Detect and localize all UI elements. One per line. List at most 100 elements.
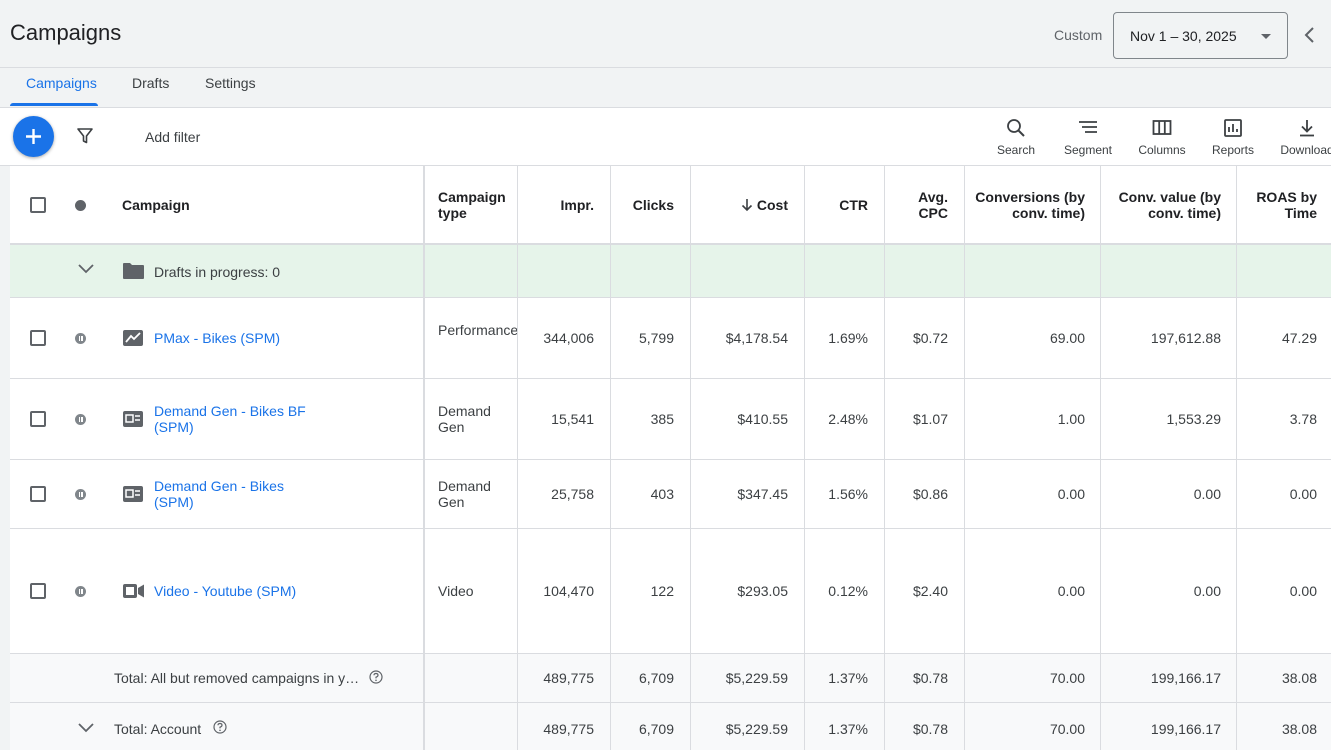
table-row: PMax - Bikes (SPM) Performance Max 344,0…: [10, 298, 1331, 379]
impr-value: 25,758: [551, 486, 594, 502]
roas-value: 0.00: [1289, 583, 1317, 599]
total-ctr: 1.37%: [828, 721, 868, 737]
table-row: Video - Youtube (SPM) Video 104,470 122 …: [10, 529, 1331, 654]
conversions-value: 1.00: [1057, 411, 1085, 427]
tab-drafts[interactable]: Drafts: [132, 75, 170, 91]
avg-cpc-value: $0.72: [912, 330, 948, 346]
filter-icon[interactable]: [76, 127, 94, 145]
column-header-impr[interactable]: Impr.: [560, 197, 594, 213]
column-divider: [690, 166, 691, 750]
column-header-campaign-type[interactable]: Campaign type: [438, 189, 506, 221]
column-header-campaign[interactable]: Campaign: [122, 197, 190, 213]
dropdown-caret-icon: [1261, 34, 1271, 39]
row-checkbox[interactable]: [30, 411, 46, 427]
video-icon: [123, 584, 144, 598]
row-checkbox[interactable]: [30, 583, 46, 599]
total-clicks: 6,709: [638, 721, 674, 737]
ctr-value: 1.69%: [828, 330, 868, 346]
total-avg-cpc: $0.78: [912, 670, 948, 686]
column-header-avg-cpc[interactable]: Avg. CPC: [918, 189, 948, 221]
cost-value: $347.45: [737, 486, 788, 502]
download-icon: [1300, 120, 1314, 137]
campaign-type: Demand Gen: [438, 403, 491, 435]
total-row-account: Total: Account 489,775 6,709 $5,229.59 1…: [10, 703, 1331, 750]
select-all-checkbox[interactable]: [30, 197, 46, 213]
search-icon: [1007, 119, 1025, 137]
column-divider[interactable]: [423, 166, 425, 750]
column-header-conv-value[interactable]: Conv. value (by conv. time): [1118, 189, 1221, 221]
help-icon[interactable]: [213, 720, 227, 734]
conv-value-value: 0.00: [1193, 583, 1221, 599]
conversions-value: 0.00: [1057, 583, 1085, 599]
row-checkbox[interactable]: [30, 486, 46, 502]
chevron-down-icon[interactable]: [78, 264, 94, 274]
tab-campaigns[interactable]: Campaigns: [26, 75, 97, 91]
avg-cpc-value: $1.07: [912, 411, 948, 427]
column-divider: [804, 166, 805, 750]
reports-button[interactable]: Reports: [1198, 118, 1268, 162]
campaign-name-link[interactable]: Demand Gen - Bikes BF (SPM): [154, 403, 306, 435]
add-filter-button[interactable]: Add filter: [145, 129, 201, 145]
date-range-value: Nov 1 – 30, 2025: [1130, 28, 1237, 44]
total-ctr: 1.37%: [828, 670, 868, 686]
impr-value: 344,006: [543, 330, 594, 346]
new-campaign-button[interactable]: [13, 116, 54, 157]
collapse-panel-button[interactable]: [1300, 24, 1320, 46]
roas-value: 3.78: [1289, 411, 1317, 427]
column-header-roas[interactable]: ROAS by Time: [1256, 189, 1317, 221]
total-impr: 489,775: [543, 670, 594, 686]
total-conv-value: 199,166.17: [1150, 670, 1221, 686]
drafts-row: Drafts in progress: 0: [10, 245, 1331, 298]
table-toolbar: Add filter Search Segment Columns Report…: [0, 108, 1331, 166]
total-row-campaigns: Total: All but removed campaigns in y… 4…: [10, 654, 1331, 703]
column-header-cost[interactable]: Cost: [756, 197, 788, 213]
tab-settings[interactable]: Settings: [205, 75, 256, 91]
total-cost: $5,229.59: [725, 721, 788, 737]
column-divider: [610, 166, 611, 750]
clicks-value: 122: [650, 583, 674, 599]
conv-value-value: 0.00: [1193, 486, 1221, 502]
ctr-value: 2.48%: [828, 411, 868, 427]
segment-icon: [1079, 121, 1097, 133]
help-icon[interactable]: [369, 670, 383, 684]
search-button[interactable]: Search: [981, 118, 1051, 162]
columns-icon: [1152, 120, 1172, 135]
column-divider: [1100, 166, 1101, 750]
date-range-select[interactable]: Nov 1 – 30, 2025: [1113, 12, 1288, 59]
conv-value-value: 1,553.29: [1166, 411, 1222, 427]
campaign-type: Performance Max: [438, 322, 518, 338]
table-row: Demand Gen - Bikes (SPM) Demand Gen 25,7…: [10, 460, 1331, 529]
search-button-label: Search: [996, 143, 1036, 157]
total-label: Total: Account: [114, 721, 202, 737]
columns-button[interactable]: Columns: [1127, 118, 1197, 162]
clicks-value: 385: [650, 411, 674, 427]
columns-button-label: Columns: [1138, 143, 1186, 157]
impr-value: 104,470: [543, 583, 594, 599]
demand-gen-icon: [123, 411, 143, 427]
total-label: Total: All but removed campaigns in y…: [114, 670, 360, 686]
row-checkbox[interactable]: [30, 330, 46, 346]
campaign-name-link[interactable]: Demand Gen - Bikes (SPM): [154, 478, 284, 510]
column-divider: [884, 166, 885, 750]
paused-status-icon: [75, 489, 86, 500]
total-conversions: 70.00: [1049, 670, 1085, 686]
plus-icon: [26, 129, 41, 144]
column-divider: [517, 166, 518, 750]
download-button-label: Download: [1280, 143, 1331, 157]
clicks-value: 403: [650, 486, 674, 502]
column-header-conversions[interactable]: Conversions (by conv. time): [975, 189, 1085, 221]
campaign-type: Video: [438, 583, 474, 599]
reports-icon: [1224, 119, 1242, 137]
download-button[interactable]: Download: [1272, 118, 1331, 162]
active-tab-indicator: [10, 103, 98, 106]
roas-value: 47.29: [1281, 330, 1317, 346]
reports-button-label: Reports: [1211, 143, 1255, 157]
campaign-name-link[interactable]: Video - Youtube (SPM): [154, 583, 297, 599]
column-header-clicks[interactable]: Clicks: [632, 197, 674, 213]
demand-gen-icon: [123, 486, 143, 502]
total-impr: 489,775: [543, 721, 594, 737]
campaign-name-link[interactable]: PMax - Bikes (SPM): [154, 330, 281, 346]
chevron-down-icon[interactable]: [78, 723, 94, 733]
segment-button[interactable]: Segment: [1053, 118, 1123, 162]
column-header-ctr[interactable]: CTR: [839, 197, 868, 213]
